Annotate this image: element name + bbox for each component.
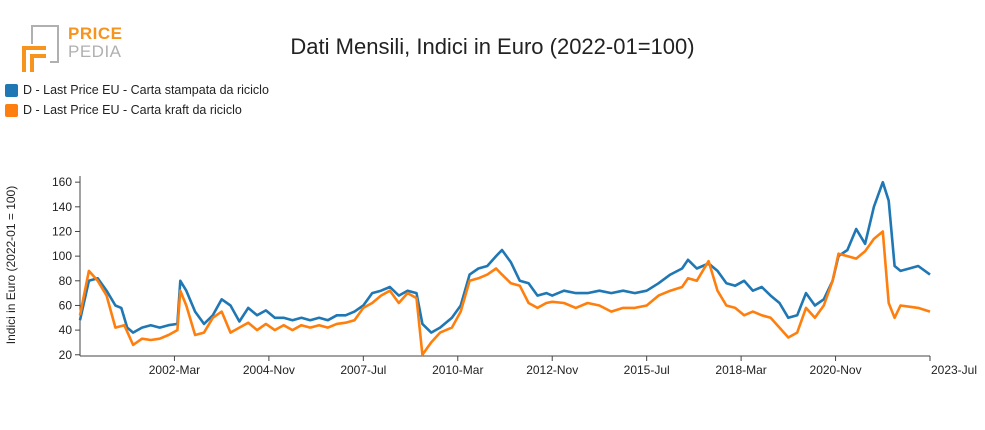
logo-text-price: PRICE bbox=[68, 24, 123, 43]
series-line-carta-stampata bbox=[78, 180, 931, 334]
x-tick-label: 2018-Mar bbox=[715, 363, 766, 377]
x-tick-label: 2015-Jul bbox=[624, 363, 670, 377]
series-line-carta-kraft bbox=[78, 230, 931, 357]
legend-item-carta-kraft[interactable]: D - Last Price EU - Carta kraft da ricic… bbox=[5, 100, 269, 120]
x-tick-label: 2020-Nov bbox=[810, 363, 862, 377]
y-axis-label: Indici in Euro (2022-01 = 100) bbox=[4, 186, 18, 344]
y-tick-label: 160 bbox=[52, 175, 72, 189]
y-tick-label: 40 bbox=[59, 323, 73, 337]
y-tick-label: 120 bbox=[52, 224, 72, 238]
legend: D - Last Price EU - Carta stampata da ri… bbox=[5, 80, 269, 120]
y-tick-label: 80 bbox=[59, 274, 73, 288]
legend-label-carta-stampata: D - Last Price EU - Carta stampata da ri… bbox=[23, 83, 269, 97]
y-tick-label: 140 bbox=[52, 200, 72, 214]
logo: PRICE PEDIA bbox=[18, 22, 128, 74]
x-tick-label: 2023-Jul bbox=[931, 363, 977, 377]
y-tick-label: 20 bbox=[59, 348, 73, 362]
x-tick-label: 2010-Mar bbox=[432, 363, 483, 377]
legend-item-carta-stampata[interactable]: D - Last Price EU - Carta stampata da ri… bbox=[5, 80, 269, 100]
x-tick-label: 2004-Nov bbox=[243, 363, 295, 377]
y-tick-label: 100 bbox=[52, 249, 72, 263]
chart-title: Dati Mensili, Indici in Euro (2022-01=10… bbox=[290, 34, 695, 59]
series-lines bbox=[78, 180, 931, 357]
logo-mark-icon bbox=[22, 25, 59, 72]
y-tick-label: 60 bbox=[59, 298, 73, 312]
x-tick-label: 2007-Jul bbox=[340, 363, 386, 377]
x-tick-label: 2012-Nov bbox=[526, 363, 578, 377]
legend-swatch-carta-kraft bbox=[5, 103, 18, 117]
legend-swatch-carta-stampata bbox=[5, 83, 18, 97]
logo-text-pedia: PEDIA bbox=[68, 42, 122, 61]
axes: 20 40 60 80 100 120 140 160 2002-Mar 2004-Nov 2007… bbox=[52, 175, 977, 377]
legend-label-carta-kraft: D - Last Price EU - Carta kraft da ricic… bbox=[23, 103, 242, 117]
x-tick-label: 2002-Mar bbox=[149, 363, 200, 377]
